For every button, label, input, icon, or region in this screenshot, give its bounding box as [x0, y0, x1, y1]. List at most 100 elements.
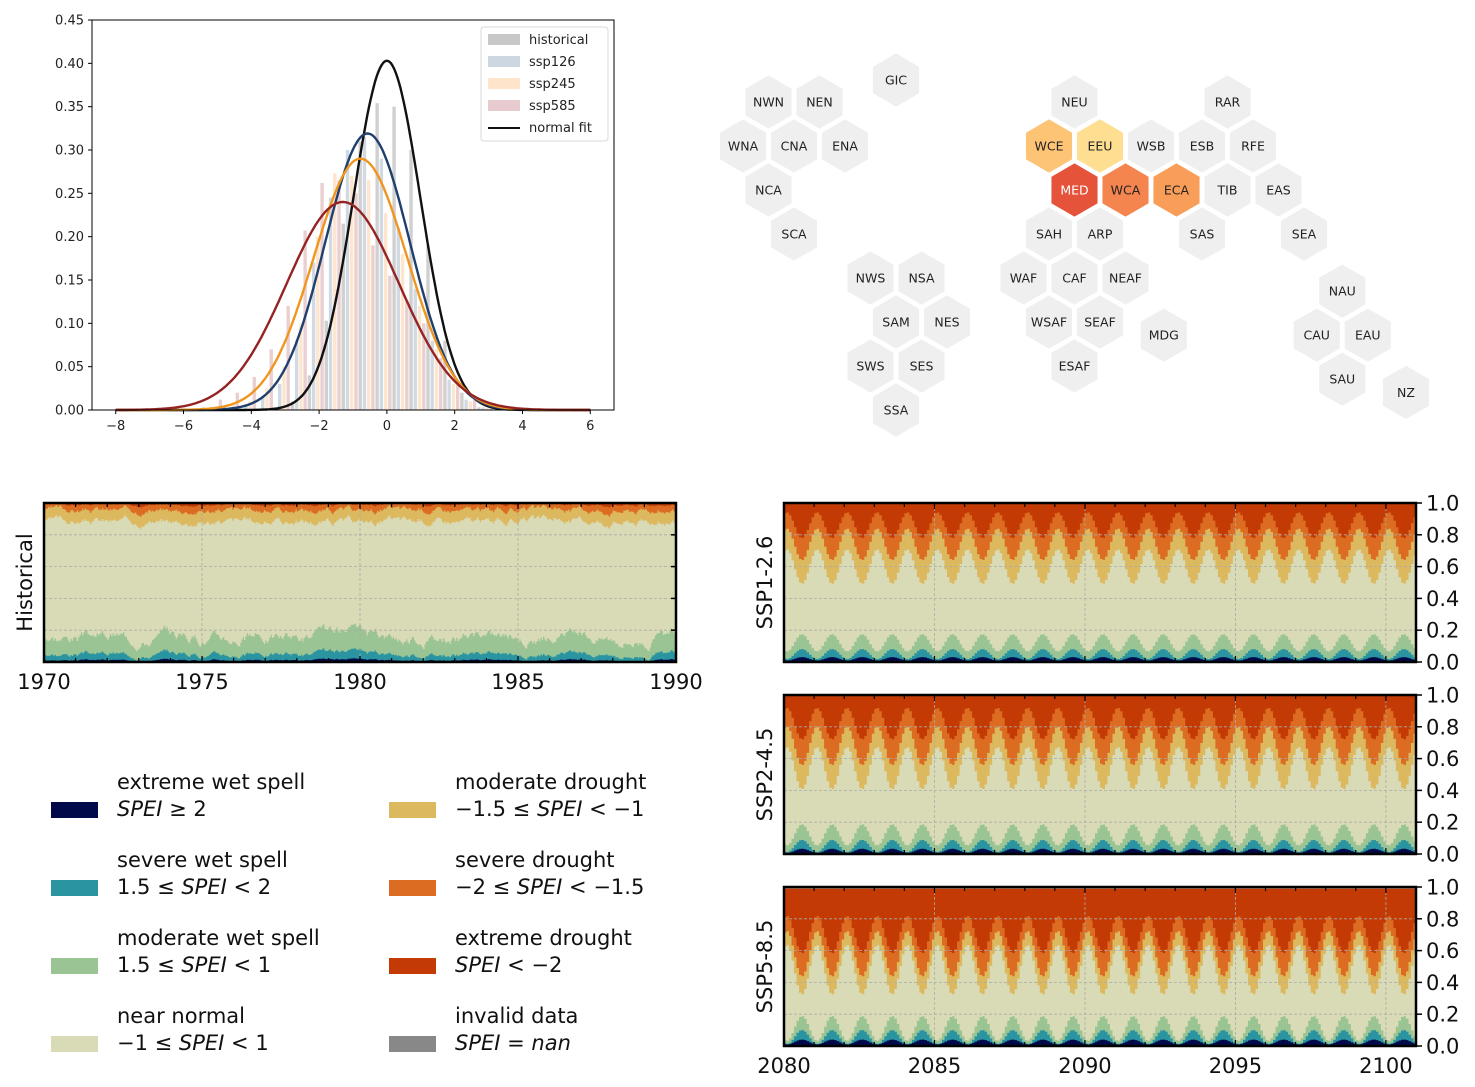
- region-hex-shape: [743, 161, 794, 219]
- region-hex-shape: [896, 337, 947, 395]
- histogram-bar: [464, 399, 468, 410]
- y-tick-label: 0.4: [1426, 971, 1459, 995]
- legend-box: [480, 26, 609, 142]
- region-label: SWS: [856, 359, 884, 374]
- condition-part: SPEI: [517, 875, 562, 899]
- condition-part: SPEI: [179, 1031, 224, 1055]
- x-tick-label: 1970: [17, 670, 70, 694]
- histogram-bar: [337, 180, 341, 410]
- legend-item-moderate-wet: moderate wet spell 1.5 ≤ SPEI < 1: [51, 926, 320, 977]
- histogram-bar: [244, 405, 248, 410]
- histogram-bar: [383, 213, 388, 410]
- region-hex-shape: [820, 117, 870, 175]
- region-hex-shape: [871, 293, 921, 351]
- region-label: NAU: [1329, 284, 1356, 299]
- histogram-bar: [405, 300, 409, 410]
- area-near-normal: [784, 549, 1416, 662]
- histogram-bar: [252, 377, 256, 410]
- histogram-series-ssp245: [214, 173, 490, 410]
- region-hex-cau: CAU: [1292, 306, 1342, 364]
- region-hex-shape: [1100, 249, 1151, 307]
- region-label: WCE: [1035, 139, 1064, 154]
- histogram-bar: [265, 388, 269, 410]
- histogram-bar: [269, 349, 273, 410]
- region-hex-ses: SES: [896, 337, 947, 395]
- legend-swatch-ssp126: [488, 56, 520, 67]
- stack-panel-historical: 1970 1975 1980 1985 1990 Historical: [13, 501, 703, 694]
- region-label: ENA: [832, 139, 858, 154]
- legend-name: extreme drought: [455, 926, 632, 950]
- region-hex-shape: [743, 73, 794, 131]
- legend-label: normal fit: [529, 121, 592, 136]
- region-hex-waf: WAF: [998, 249, 1049, 307]
- histogram-bar: [409, 150, 413, 410]
- x-tick-label: 2100: [1359, 1054, 1412, 1078]
- region-label: NES: [934, 315, 959, 330]
- region-hex-sau: SAU: [1317, 350, 1367, 408]
- histogram-bar: [328, 197, 333, 410]
- region-hex-wce: WCE: [1024, 117, 1074, 175]
- area-extreme-wet: [784, 1039, 1416, 1046]
- y-tick-label: 0.2: [1426, 811, 1459, 835]
- region-hex-shape: [1151, 161, 1202, 219]
- y-tick-label: 0.2: [1426, 619, 1459, 643]
- y-tick-label: 0.2: [1426, 1003, 1459, 1027]
- histogram-bar: [290, 401, 295, 410]
- region-label: CAU: [1304, 328, 1330, 343]
- region-hex-seaf: SEAF: [1075, 293, 1125, 351]
- region-hex-shape: [718, 117, 768, 175]
- legend-name: severe wet spell: [117, 848, 288, 872]
- condition-part: SPEI: [181, 875, 226, 899]
- region-hex-esaf: ESAF: [1049, 337, 1100, 395]
- region-hex-nz: NZ: [1381, 364, 1431, 421]
- histogram-series-historical: [273, 103, 481, 411]
- condition-part: < 1: [224, 1031, 268, 1055]
- histogram-bar: [354, 193, 358, 410]
- histogram-bar: [481, 407, 485, 410]
- region-label: CNA: [781, 139, 808, 154]
- region-hex-sea: SEA: [1279, 205, 1329, 263]
- region-label: SAU: [1329, 372, 1355, 387]
- histogram-bar: [286, 306, 290, 410]
- histogram-bar: [379, 158, 384, 410]
- region-label: NSA: [908, 271, 935, 286]
- y-tick-label: 0.20: [55, 230, 84, 245]
- region-hex-nca: NCA: [743, 161, 794, 219]
- spei-histogram-panel: −8 −6 −4 −2 0 2 4 6 0.00 0.05 0.10 0.15 0.20 0.25 0.30…: [55, 14, 615, 434]
- region-hex-eca: ECA: [1151, 161, 1202, 219]
- condition-part: 1.5 ≤: [117, 953, 181, 977]
- y-tick-label: 0.0: [1426, 651, 1459, 675]
- region-label: EAU: [1355, 328, 1381, 343]
- histogram-bar: [451, 384, 456, 410]
- region-hex-tib: TIB: [1202, 161, 1253, 219]
- histogram-bar: [350, 176, 354, 410]
- region-hex-sah: SAH: [1024, 205, 1074, 263]
- region-label: NEN: [806, 95, 833, 110]
- region-hex-shape: [1228, 117, 1278, 175]
- region-hex-nen: NEN: [794, 73, 845, 131]
- region-hex-shape: [1317, 350, 1367, 408]
- histogram-bar: [311, 262, 316, 410]
- x-tick-label: −8: [106, 419, 125, 434]
- legend-condition: −2 ≤ SPEI < −1.5: [455, 875, 644, 899]
- histogram-bar: [261, 397, 265, 410]
- region-label: WAF: [1010, 271, 1037, 286]
- y-tick-label: 0.00: [55, 404, 84, 419]
- y-tick-label: 0.4: [1426, 587, 1459, 611]
- region-hex-shape: [922, 293, 972, 351]
- region-hex-sws: SWS: [845, 337, 896, 395]
- region-hex-eeu: EEU: [1075, 117, 1125, 175]
- region-hex-shape: [998, 249, 1049, 307]
- condition-part: −1.5 ≤: [455, 797, 537, 821]
- histogram-bar: [430, 340, 434, 410]
- legend-condition: 1.5 ≤ SPEI < 2: [117, 875, 271, 899]
- region-label: RAR: [1215, 95, 1241, 110]
- legend-item-extreme-drought: extreme drought SPEI < −2: [389, 926, 632, 977]
- legend-swatch: [51, 802, 98, 818]
- region-hex-nws: NWS: [845, 249, 896, 307]
- histogram-bar: [460, 392, 464, 410]
- region-hex-nes: NES: [922, 293, 972, 351]
- legend-swatch-ssp245: [488, 78, 520, 89]
